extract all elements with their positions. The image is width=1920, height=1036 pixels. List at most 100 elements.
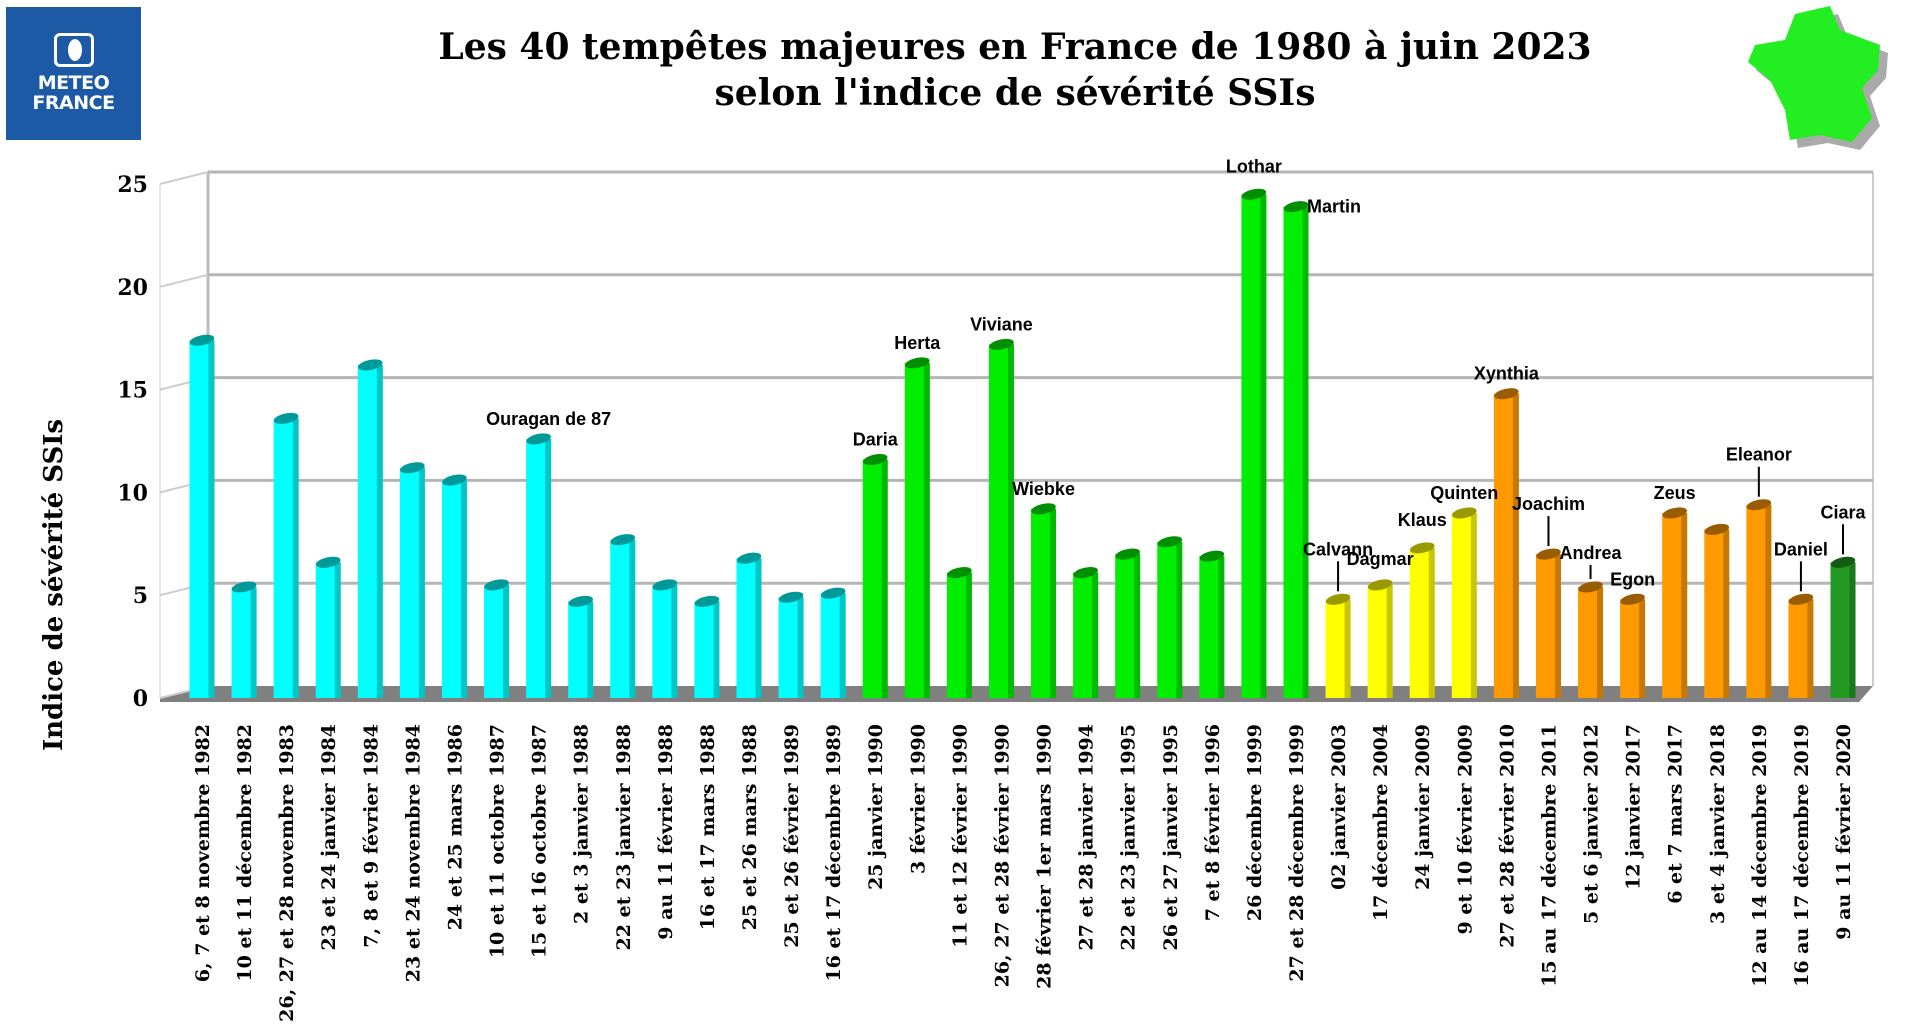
y-axis-label: Indice de sévérité SSIs <box>39 419 69 751</box>
x-tick-label: 3 et 4 janvier 2018 <box>1707 724 1729 924</box>
x-tick-label: 22 et 23 janvier 1988 <box>613 724 635 950</box>
bar-shade <box>1218 556 1225 698</box>
bar-shade <box>292 418 299 698</box>
bar-shade <box>587 601 594 698</box>
bar-cap <box>1620 593 1645 605</box>
x-tick-label: 25 janvier 1990 <box>865 724 887 890</box>
bar <box>484 579 510 698</box>
bar <box>1073 567 1099 698</box>
bar <box>1115 548 1141 698</box>
x-tick-label: 2 et 3 janvier 1988 <box>571 724 593 924</box>
bar-cap <box>1283 201 1309 213</box>
bar-cap <box>358 359 383 371</box>
x-tick-label: 02 janvier 2003 <box>1328 724 1350 890</box>
bar-cap <box>1536 548 1561 560</box>
bar <box>1493 388 1519 698</box>
france-map-icon <box>1748 6 1888 150</box>
meteo-france-logo: METEO FRANCE <box>6 7 141 140</box>
x-tick-label: 25 et 26 février 1989 <box>781 724 803 948</box>
bar-cap <box>484 579 509 591</box>
bar-shade <box>1512 393 1519 698</box>
bar-shade <box>1260 194 1267 698</box>
bar-shade <box>797 597 804 698</box>
bar-shade <box>1007 344 1014 698</box>
bar-cap <box>736 552 762 564</box>
x-tick-label: 9 au 11 février 1988 <box>655 724 677 940</box>
bar-cap <box>526 433 551 445</box>
y-tick-label: 10 <box>117 480 148 506</box>
x-tick-label: 9 et 10 février 2009 <box>1454 724 1476 935</box>
storm-name-label: Xynthia <box>1474 364 1540 384</box>
bar <box>1283 201 1309 698</box>
bar-cap <box>947 567 972 579</box>
bar-shade <box>1765 504 1772 698</box>
bar-shade <box>1050 508 1057 698</box>
x-tick-label: 15 et 16 octobre 1987 <box>529 724 551 958</box>
x-tick-label: 26 décembre 1999 <box>1244 724 1266 921</box>
bar <box>1199 550 1225 698</box>
bar-cap <box>568 595 593 607</box>
x-tick-label: 26, 27 et 28 novembre 1983 <box>276 724 298 1022</box>
x-tick-label: 16 au 17 décembre 2019 <box>1791 724 1813 987</box>
x-tick-label: 7, 8 et 9 février 1984 <box>360 724 382 948</box>
bar <box>778 591 804 698</box>
bar-cap <box>1367 579 1393 591</box>
x-tick-label: 9 au 11 février 2020 <box>1833 724 1855 940</box>
bar-shade <box>208 340 215 698</box>
x-tick-label: 11 et 12 février 1990 <box>949 724 971 948</box>
bar-cap <box>1830 556 1856 568</box>
storm-name-label: Ciara <box>1820 502 1866 522</box>
bar-shade <box>418 467 425 698</box>
bar-shade <box>1470 512 1477 698</box>
x-tick-label: 24 et 25 mars 1986 <box>444 724 466 930</box>
bar <box>694 595 720 698</box>
bar <box>1578 581 1604 698</box>
bar <box>1409 542 1435 698</box>
bar-shade <box>1428 547 1435 698</box>
y-tick-label: 15 <box>117 378 148 404</box>
x-tick-label: 26 et 27 janvier 1995 <box>1160 724 1182 950</box>
storm-name-label: Calvann <box>1303 539 1373 559</box>
bar <box>1241 188 1267 698</box>
x-tick-label: 27 et 28 décembre 1999 <box>1286 724 1308 982</box>
bar <box>1830 556 1856 698</box>
bar <box>1704 523 1730 698</box>
bar-shade <box>250 586 257 698</box>
bar <box>1367 579 1393 698</box>
bar <box>189 334 215 698</box>
y-tick-label: 0 <box>133 686 148 712</box>
bar-shade <box>545 438 552 698</box>
bar-shade <box>965 572 972 698</box>
bar-shade <box>1386 584 1393 698</box>
bar <box>273 412 299 698</box>
bar <box>820 587 846 698</box>
bar <box>1788 593 1814 698</box>
storm-name-label: Zeus <box>1654 483 1696 503</box>
x-tick-label: 22 et 23 janvier 1995 <box>1118 724 1140 950</box>
x-tick-label: 6 et 7 mars 2017 <box>1665 724 1687 904</box>
bar <box>736 552 762 698</box>
title-line-1: Les 40 tempêtes majeures en France de 19… <box>438 26 1592 68</box>
x-tick-label: 16 et 17 mars 1988 <box>697 724 719 930</box>
bar-cap <box>1199 550 1225 562</box>
x-tick-label: 28 février 1er mars 1990 <box>1034 724 1056 989</box>
y-tick <box>159 171 209 185</box>
x-tick-label: 15 au 17 décembre 2011 <box>1538 724 1560 987</box>
bar-cap <box>989 338 1014 350</box>
bar-cap <box>905 357 930 369</box>
x-tick-label: 26, 27 et 28 février 1990 <box>991 724 1013 987</box>
x-tick-label: 27 et 28 février 2010 <box>1496 724 1518 948</box>
x-tick-label: 3 février 1990 <box>907 724 929 874</box>
bar <box>1157 536 1183 698</box>
bar-cap <box>1031 503 1056 515</box>
bar-cap <box>315 556 341 568</box>
bar-shade <box>1302 206 1309 698</box>
bar-shade <box>671 584 678 698</box>
bar-cap <box>1241 188 1267 200</box>
bar-shade <box>923 362 930 698</box>
bar-shade <box>1639 599 1646 698</box>
bar-shade <box>1807 599 1814 698</box>
bar <box>904 357 930 698</box>
bar <box>1746 499 1772 698</box>
